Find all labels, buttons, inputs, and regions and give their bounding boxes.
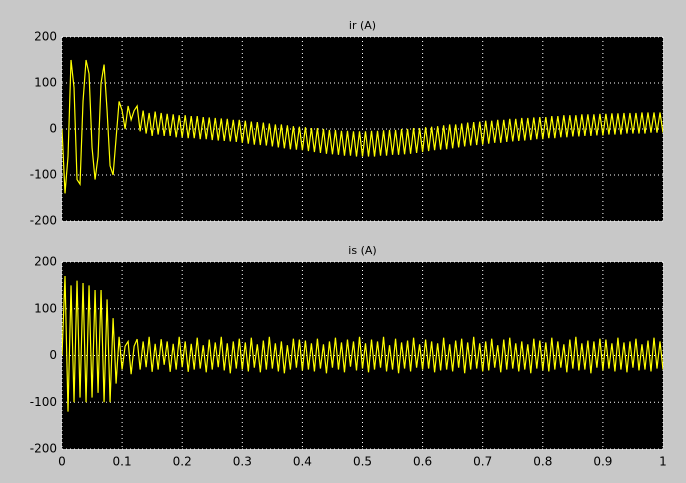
y-tick-label: 0: [49, 122, 57, 136]
x-tick-label: 0.2: [173, 455, 192, 469]
signal-line: [62, 59, 663, 194]
plot-title: ir (A): [349, 19, 376, 32]
y-tick-label: 0: [49, 348, 57, 362]
y-tick-label: 100: [34, 76, 57, 90]
x-tick-label: 1: [659, 455, 667, 469]
x-tick-label: 0.6: [413, 455, 432, 469]
x-tick-label: 0.8: [533, 455, 552, 469]
x-tick-label: 0.3: [233, 455, 252, 469]
y-tick-label: -100: [30, 168, 57, 182]
y-tick-label: 200: [34, 255, 57, 269]
y-tick-label: -200: [30, 442, 57, 456]
x-tick-label: 0.5: [353, 455, 372, 469]
y-tick-label: -100: [30, 395, 57, 409]
plot-lines: [62, 275, 663, 412]
x-tick-label: 0.4: [293, 455, 312, 469]
x-tick-label: 0.9: [593, 455, 612, 469]
x-tick-label: 0.7: [473, 455, 492, 469]
x-tick-label: 0.1: [113, 455, 132, 469]
y-tick-label: 200: [34, 30, 57, 44]
x-tick-label: 0: [58, 455, 66, 469]
y-tick-label: -200: [30, 214, 57, 228]
y-tick-label: 100: [34, 301, 57, 315]
plot-title: is (A): [348, 244, 376, 257]
plot-lines: [62, 59, 663, 194]
signal-line: [62, 275, 663, 412]
